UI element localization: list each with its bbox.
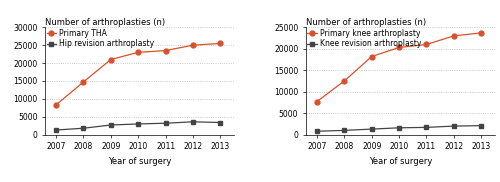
Hip revision arthroplasty (108, 124, 114, 126)
Knee revision arthroplasty (342, 129, 347, 131)
Primary knee arthroplasty (424, 43, 430, 46)
Line: Knee revision arthroplasty: Knee revision arthroplasty (314, 123, 484, 134)
Primary knee arthroplasty (451, 35, 457, 37)
Primary knee arthroplasty (478, 32, 484, 34)
Primary knee arthroplasty (396, 46, 402, 49)
Hip revision arthroplasty (53, 129, 59, 131)
Knee revision arthroplasty (396, 127, 402, 129)
Primary knee arthroplasty (342, 80, 347, 82)
Primary THA (218, 42, 224, 45)
Primary knee arthroplasty (368, 55, 374, 58)
Hip revision arthroplasty (135, 123, 141, 125)
Primary THA (190, 44, 196, 46)
Knee revision arthroplasty (424, 126, 430, 128)
Primary THA (162, 50, 168, 52)
Text: Number of arthroplasties (n): Number of arthroplasties (n) (45, 17, 165, 27)
X-axis label: Year of surgery: Year of surgery (108, 157, 171, 166)
Hip revision arthroplasty (218, 121, 224, 124)
Primary THA (80, 81, 86, 83)
Line: Primary knee arthroplasty: Primary knee arthroplasty (314, 30, 484, 104)
Hip revision arthroplasty (190, 121, 196, 123)
Primary THA (135, 51, 141, 54)
Knee revision arthroplasty (451, 125, 457, 127)
Primary knee arthroplasty (314, 100, 320, 103)
Knee revision arthroplasty (478, 124, 484, 127)
Legend: Primary THA, Hip revision arthroplasty: Primary THA, Hip revision arthroplasty (46, 29, 154, 48)
Line: Primary THA: Primary THA (54, 41, 223, 107)
X-axis label: Year of surgery: Year of surgery (369, 157, 432, 166)
Line: Hip revision arthroplasty: Hip revision arthroplasty (54, 119, 223, 132)
Text: Number of arthroplasties (n): Number of arthroplasties (n) (306, 17, 426, 27)
Legend: Primary knee arthroplasty, Knee revision arthroplasty: Primary knee arthroplasty, Knee revision… (308, 29, 421, 48)
Knee revision arthroplasty (368, 128, 374, 130)
Hip revision arthroplasty (162, 122, 168, 124)
Knee revision arthroplasty (314, 130, 320, 132)
Primary THA (108, 58, 114, 61)
Primary THA (53, 104, 59, 106)
Hip revision arthroplasty (80, 127, 86, 129)
